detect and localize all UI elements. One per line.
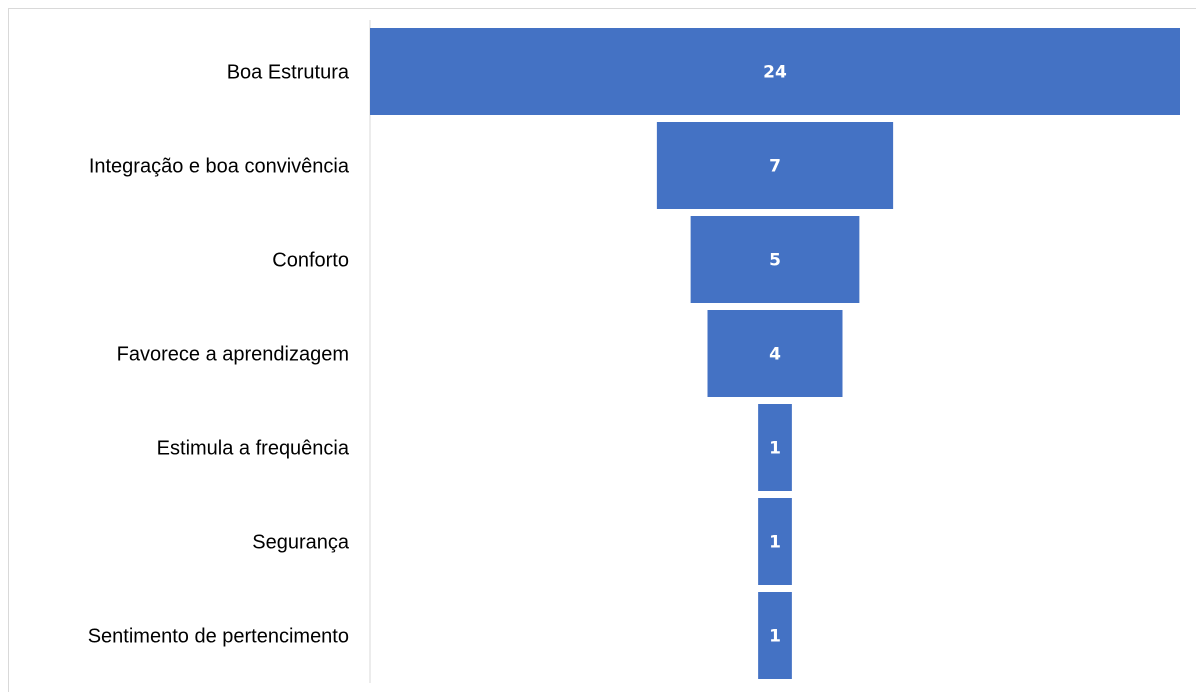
funnel-bar [758,404,792,491]
bar-value-label: 5 [769,251,781,271]
funnel-bar [707,310,843,397]
bar-value-label: 1 [769,533,781,553]
category-label: Integração e boa convivência [89,156,350,178]
category-label: Favorece a aprendizagem [117,344,349,366]
category-label: Sentimento de pertencimento [88,626,349,648]
bar-value-label: 4 [769,345,781,365]
funnel-bar [370,28,1180,115]
bar-value-label: 1 [769,627,781,647]
category-label: Segurança [252,532,350,554]
funnel-bar [690,216,860,303]
bar-value-label: 7 [769,157,781,177]
category-label: Conforto [272,250,349,272]
bar-value-label: 24 [763,63,787,83]
chart-frame [8,8,1196,692]
funnel-bar [758,592,792,679]
funnel-bar [656,122,894,209]
category-label: Estimula a frequência [157,438,350,460]
category-label: Boa Estrutura [227,62,350,84]
funnel-bar [758,498,792,585]
bar-value-label: 1 [769,439,781,459]
